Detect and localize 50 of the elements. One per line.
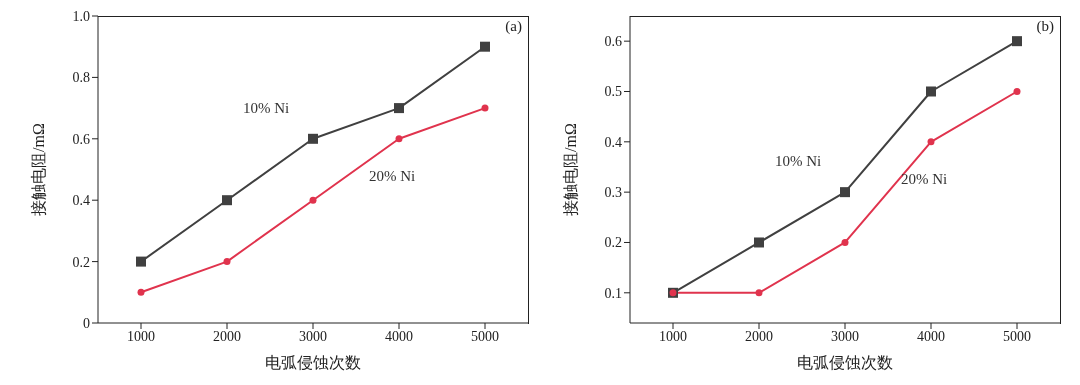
y-tick-label: 0.1: [604, 285, 622, 301]
y-tick-label: 0.8: [72, 70, 90, 86]
point: [395, 135, 403, 143]
point: [308, 133, 318, 144]
y-tick-label: 0.4: [604, 134, 622, 150]
point: [394, 103, 404, 114]
x-tick-label: 4000: [917, 328, 945, 344]
y-tick-label: 0.5: [604, 84, 622, 100]
y-tick-label: 0.2: [604, 235, 622, 251]
x-tick-label: 5000: [1003, 328, 1031, 344]
annotation: (b): [1036, 18, 1054, 35]
y-tick-label: 0: [83, 315, 90, 331]
series-label: 10% Ni: [243, 99, 290, 116]
point: [223, 258, 231, 266]
point: [754, 237, 764, 248]
x-tick-label: 5000: [471, 328, 499, 344]
series-label: 10% Ni: [775, 153, 822, 170]
point: [926, 86, 936, 97]
y-tick-label: 0.6: [604, 34, 622, 50]
point: [137, 288, 145, 296]
x-tick-label: 3000: [831, 328, 859, 344]
y-axis-title: 接触电阻/mΩ: [561, 123, 579, 216]
y-tick-label: 0.6: [72, 131, 90, 147]
annotation: (a): [505, 18, 522, 35]
x-axis-title: 电弧侵蚀次数: [265, 354, 361, 371]
point: [1012, 36, 1022, 47]
y-tick-label: 0.2: [72, 254, 90, 270]
point: [841, 238, 849, 246]
point: [481, 104, 489, 112]
y-tick-label: 0.4: [72, 193, 90, 209]
y-tick-label: 0.3: [604, 185, 622, 201]
point: [136, 256, 146, 267]
x-tick-label: 3000: [299, 328, 327, 344]
x-tick-label: 1000: [659, 328, 687, 344]
x-tick-label: 1000: [127, 328, 155, 344]
series-label: 20% Ni: [901, 170, 948, 187]
x-tick-label: 2000: [745, 328, 773, 344]
point: [755, 289, 763, 297]
point: [1013, 87, 1021, 95]
point: [309, 196, 317, 204]
x-tick-label: 4000: [385, 328, 413, 344]
point: [222, 195, 232, 206]
point: [927, 138, 935, 146]
point: [840, 187, 850, 198]
y-axis-title: 接触电阻/mΩ: [29, 123, 47, 216]
series-label: 20% Ni: [369, 167, 416, 184]
point: [480, 41, 490, 52]
x-tick-label: 2000: [213, 328, 241, 344]
y-tick-label: 1.0: [72, 8, 90, 24]
x-axis-title: 电弧侵蚀次数: [797, 354, 893, 371]
